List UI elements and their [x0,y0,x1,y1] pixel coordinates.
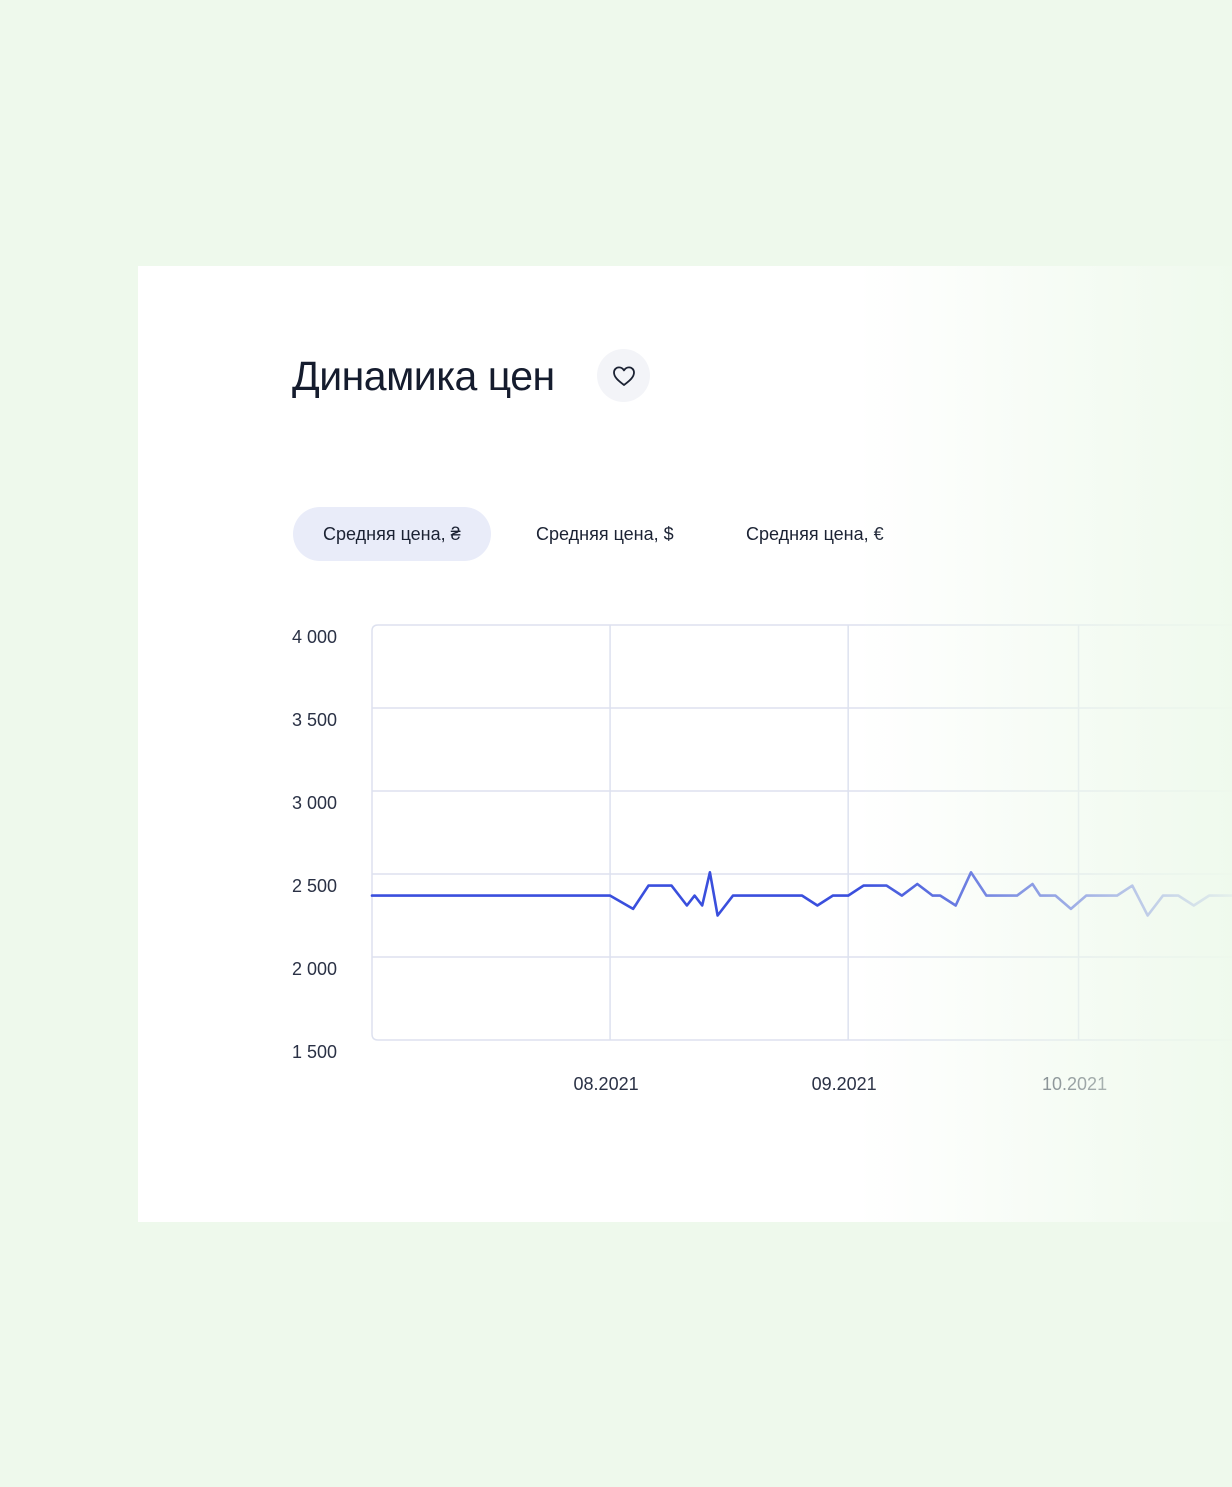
y-tick-label: 4 000 [292,627,337,647]
y-tick-label: 1 500 [292,1042,337,1062]
y-tick-label: 2 000 [292,959,337,979]
y-tick-label: 2 500 [292,876,337,896]
plot-frame [371,624,1232,1041]
y-tick-label: 3 000 [292,793,337,813]
x-tick-label: 08.2021 [574,1074,639,1094]
x-tick-label: 09.2021 [812,1074,877,1094]
series-line [370,871,1232,917]
x-tick-label: 10.2021 [1042,1074,1107,1094]
y-tick-label: 3 500 [292,710,337,730]
